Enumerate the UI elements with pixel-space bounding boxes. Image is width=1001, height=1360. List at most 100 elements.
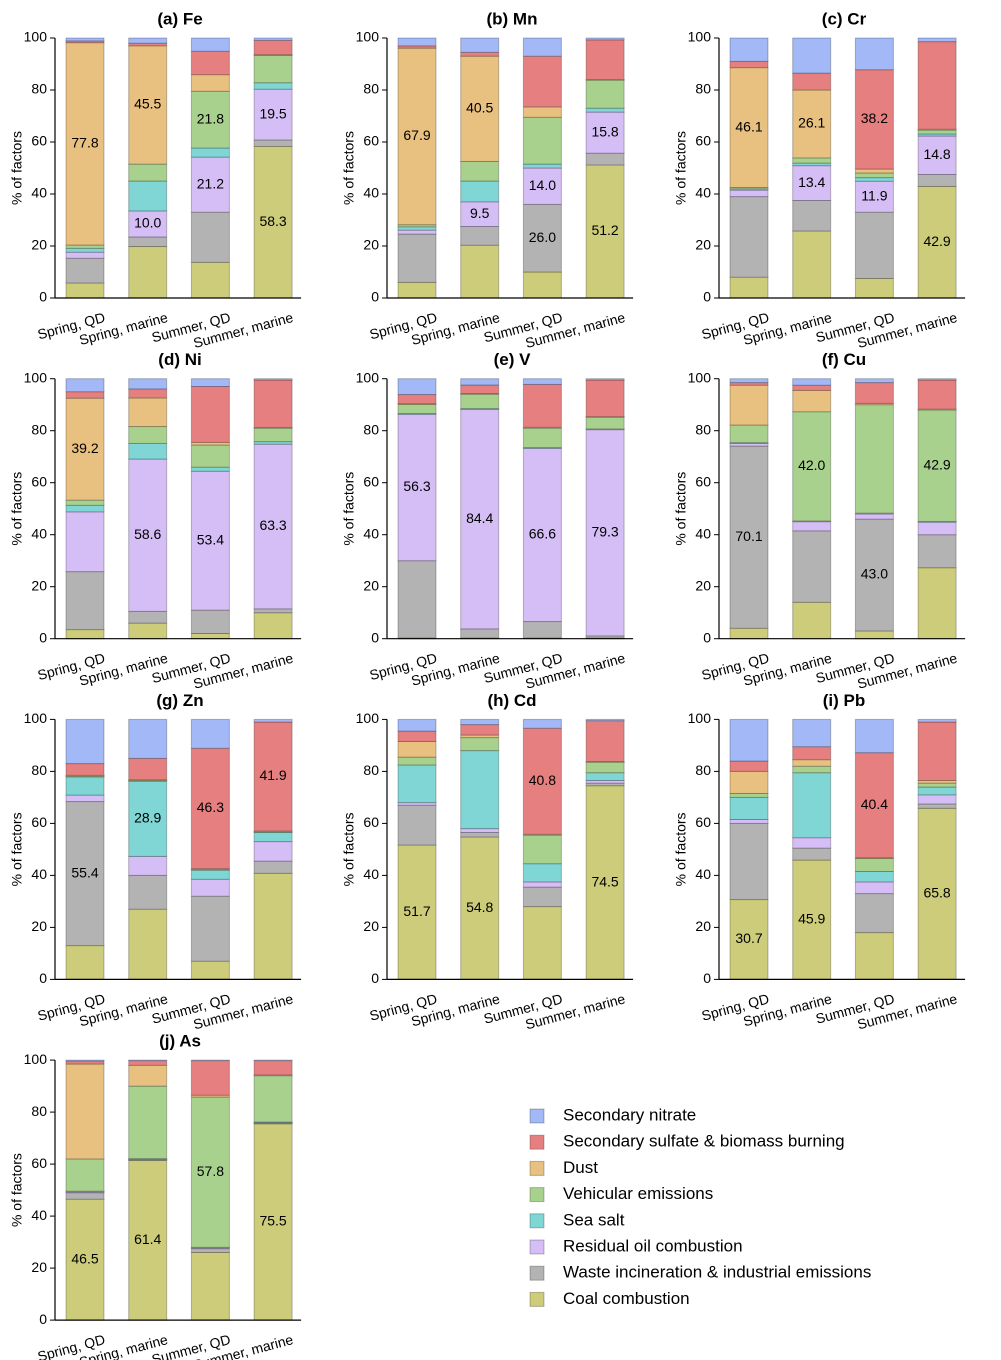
y-tick-label: 20 — [695, 918, 711, 934]
bar-segment — [190, 718, 230, 749]
bar-segment — [128, 236, 168, 248]
bar-segment — [917, 567, 957, 640]
y-tick-label: 100 — [24, 710, 48, 726]
y-tick-label: 60 — [695, 814, 711, 830]
y-axis-label: % of factors — [9, 472, 25, 546]
bar-segment — [190, 1059, 230, 1062]
y-tick-label: 20 — [31, 237, 47, 253]
bar-segment — [65, 718, 105, 765]
bar-segment — [917, 135, 957, 176]
panel: (a) Fe % of factors 0 20 40 60 80 100 58.3 10.0 21… — [9, 9, 302, 351]
bar-segment — [854, 718, 894, 754]
bar-segment — [729, 189, 769, 198]
bar-segment — [128, 622, 168, 640]
bar-segment — [460, 724, 500, 736]
bar-segment — [729, 796, 769, 821]
bar-segment — [253, 39, 293, 56]
data-label: 11.9 — [861, 187, 887, 203]
bar-segment — [585, 164, 625, 299]
bar-segment — [65, 763, 105, 776]
data-label: 15.8 — [591, 123, 618, 139]
y-tick-label: 80 — [363, 762, 379, 778]
y-tick-label: 40 — [695, 866, 711, 882]
data-label: 21.8 — [197, 110, 224, 126]
data-label: 67.9 — [403, 127, 430, 143]
bar-segment — [917, 786, 957, 796]
bar-segment — [585, 152, 625, 166]
bar-segment — [522, 271, 562, 299]
bar-segment — [792, 389, 832, 413]
legend-swatch — [529, 1187, 545, 1203]
bar-segment — [65, 251, 105, 259]
data-label: 10.0 — [134, 215, 161, 231]
chart-title: (i) Pb — [823, 691, 866, 710]
y-tick-label: 60 — [363, 473, 379, 489]
data-label: 13.4 — [798, 174, 825, 190]
bar-segment — [522, 886, 562, 908]
panel: (e) V % of factors 0 20 40 60 80 100 56.3 84.4 66.… — [341, 350, 634, 692]
bar-segment — [854, 518, 894, 632]
bar-segment — [729, 822, 769, 901]
bar-segment — [190, 378, 230, 388]
chart-title: (d) Ni — [158, 350, 201, 369]
bar-segment — [585, 37, 625, 41]
bar-segment — [729, 627, 769, 640]
bar-segment — [854, 893, 894, 934]
bar-segment — [917, 37, 957, 43]
bar-segment — [253, 1123, 293, 1321]
bar-segment — [253, 427, 293, 443]
y-tick-label: 20 — [363, 918, 379, 934]
bar-segment — [854, 630, 894, 640]
bar-segment — [917, 721, 957, 781]
bar-segment — [190, 470, 230, 611]
y-tick-label: 20 — [695, 577, 711, 593]
bar-segment — [729, 37, 769, 62]
data-label: 14.8 — [923, 146, 950, 162]
bar-segment — [917, 718, 957, 723]
bar-segment — [460, 737, 500, 752]
bar-segment — [522, 881, 562, 888]
data-label: 21.2 — [197, 175, 224, 191]
bar-segment — [460, 828, 500, 833]
bar-segment — [917, 378, 957, 381]
y-tick-label: 60 — [31, 133, 47, 149]
bar-segment — [522, 378, 562, 385]
bar-segment — [128, 1060, 168, 1066]
bar-segment — [792, 772, 832, 839]
data-label: 51.7 — [403, 903, 430, 919]
bar-segment — [128, 1159, 168, 1321]
bar-segment — [397, 718, 437, 732]
legend-label: Waste incineration & industrial emission… — [563, 1263, 871, 1282]
bar-segment — [460, 393, 500, 410]
bar-segment — [854, 378, 894, 384]
bar-segment — [729, 196, 769, 278]
y-tick-label: 100 — [356, 710, 380, 726]
bar-segment — [729, 424, 769, 444]
panel: (j) As % of factors 0 20 40 60 80 100 46.5 61.4 75… — [9, 1032, 302, 1360]
bar-segment — [522, 163, 562, 169]
bar-segment — [253, 1060, 293, 1076]
bar-segment — [854, 177, 894, 182]
bar-segment — [522, 427, 562, 449]
bar-segment — [65, 257, 105, 284]
bar-segment — [460, 37, 500, 53]
bar-segment — [792, 384, 832, 391]
y-tick-label: 80 — [695, 762, 711, 778]
y-tick-label: 60 — [31, 473, 47, 489]
bar-segment — [729, 276, 769, 299]
bar-segment — [190, 386, 230, 443]
bar-segment — [65, 1198, 105, 1321]
bar-segment — [253, 718, 293, 723]
data-label: 46.3 — [197, 799, 224, 815]
bar-segment — [522, 55, 562, 108]
y-tick-label: 40 — [363, 185, 379, 201]
y-tick-label: 100 — [688, 369, 712, 385]
data-label: 9.5 — [470, 205, 490, 221]
bar-segment — [792, 72, 832, 91]
bar-segment — [253, 139, 293, 147]
bar-segment — [128, 180, 168, 212]
bar-segment — [585, 718, 625, 722]
y-tick-label: 40 — [31, 525, 47, 541]
bar-segment — [190, 1248, 230, 1253]
